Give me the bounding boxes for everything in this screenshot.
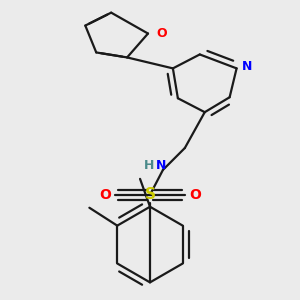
Text: O: O bbox=[99, 188, 111, 202]
Text: N: N bbox=[242, 60, 252, 73]
Text: H: H bbox=[144, 159, 154, 172]
Text: N: N bbox=[156, 159, 166, 172]
Text: S: S bbox=[145, 187, 155, 202]
Text: O: O bbox=[156, 27, 166, 40]
Text: O: O bbox=[189, 188, 201, 202]
